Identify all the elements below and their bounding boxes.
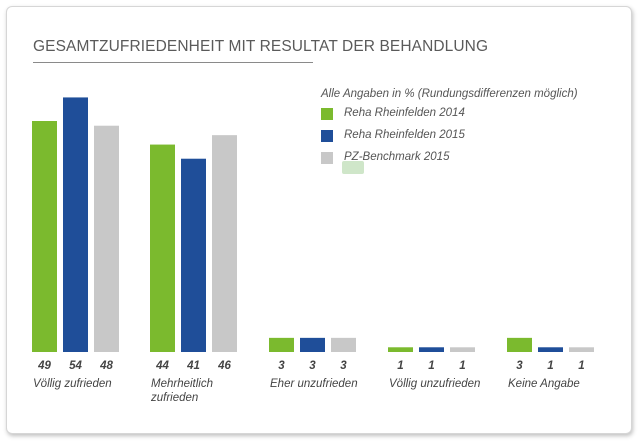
bar-chart: 49 54 48 Völlig zufrieden 44 41 46 Mehrheitlich… bbox=[32, 97, 594, 404]
legend-note: Alle Angaben in % (Rundungsdifferenzen m… bbox=[321, 88, 578, 100]
bar-v-llig-unzufrieden-reha-rheinfelden-2015 bbox=[419, 347, 444, 352]
data-label-eher-unzufrieden-reha-rheinfelden-2015: 3 bbox=[309, 360, 316, 372]
chart-title: GESAMTZUFRIEDENHEIT MIT RESULTAT DER BEH… bbox=[33, 38, 489, 55]
data-label-mehrheitlich-zufrieden-reha-rheinfelden-2015: 41 bbox=[186, 360, 200, 372]
category-label-mehrheitlich-zufrieden-line-2: zufrieden bbox=[150, 392, 198, 404]
data-label-keine-angabe-reha-rheinfelden-2014: 3 bbox=[516, 360, 523, 372]
legend-label-benchmark: PZ-Benchmark 2015 bbox=[344, 151, 450, 163]
bar-eher-unzufrieden-reha-rheinfelden-2015 bbox=[300, 337, 325, 352]
category-label-keine-angabe: Keine Angabe bbox=[508, 378, 580, 390]
data-label-v-llig-zufrieden-reha-rheinfelden-2014: 49 bbox=[37, 360, 51, 372]
chart-card: GESAMTZUFRIEDENHEIT MIT RESULTAT DER BEH… bbox=[6, 6, 632, 434]
bar-mehrheitlich-zufrieden-reha-rheinfelden-2015 bbox=[181, 158, 206, 352]
bar-v-llig-zufrieden-pz-benchmark-2015 bbox=[94, 125, 119, 352]
data-label-v-llig-unzufrieden-reha-rheinfelden-2014: 1 bbox=[397, 360, 403, 372]
data-label-v-llig-zufrieden-reha-rheinfelden-2015: 54 bbox=[69, 360, 82, 372]
legend-swatch-benchmark bbox=[321, 152, 333, 164]
data-label-v-llig-unzufrieden-pz-benchmark-2015: 1 bbox=[459, 360, 465, 372]
bar-mehrheitlich-zufrieden-pz-benchmark-2015 bbox=[212, 135, 237, 352]
bar-v-llig-zufrieden-reha-rheinfelden-2015 bbox=[63, 97, 88, 352]
bar-keine-angabe-reha-rheinfelden-2014 bbox=[507, 337, 532, 352]
data-label-keine-angabe-reha-rheinfelden-2015: 1 bbox=[547, 360, 553, 372]
legend-swatch-2014 bbox=[321, 108, 333, 120]
legend-label-2015: Reha Rheinfelden 2015 bbox=[344, 129, 465, 141]
title-underline bbox=[33, 62, 313, 63]
text-highlight-mark bbox=[342, 161, 364, 174]
data-label-keine-angabe-pz-benchmark-2015: 1 bbox=[578, 360, 584, 372]
bar-eher-unzufrieden-reha-rheinfelden-2014 bbox=[269, 337, 294, 352]
bar-v-llig-unzufrieden-pz-benchmark-2015 bbox=[450, 347, 475, 352]
bar-v-llig-zufrieden-reha-rheinfelden-2014 bbox=[32, 121, 57, 352]
bar-keine-angabe-pz-benchmark-2015 bbox=[569, 347, 594, 352]
data-label-v-llig-unzufrieden-reha-rheinfelden-2015: 1 bbox=[428, 360, 434, 372]
category-label-mehrheitlich-zufrieden-line-1: Mehrheitlich bbox=[151, 378, 213, 390]
data-label-v-llig-zufrieden-pz-benchmark-2015: 48 bbox=[99, 360, 113, 372]
category-label-v-llig-unzufrieden: Völlig unzufrieden bbox=[389, 378, 480, 390]
legend-swatch-2015 bbox=[321, 130, 333, 142]
data-label-eher-unzufrieden-pz-benchmark-2015: 3 bbox=[340, 360, 347, 372]
data-label-mehrheitlich-zufrieden-pz-benchmark-2015: 46 bbox=[217, 360, 231, 372]
category-label-v-llig-zufrieden: Völlig zufrieden bbox=[33, 378, 112, 390]
legend-label-2014: Reha Rheinfelden 2014 bbox=[344, 107, 465, 119]
bar-mehrheitlich-zufrieden-reha-rheinfelden-2014 bbox=[150, 144, 175, 352]
category-label-eher-unzufrieden: Eher unzufrieden bbox=[270, 378, 358, 390]
bar-v-llig-unzufrieden-reha-rheinfelden-2014 bbox=[388, 347, 413, 352]
data-label-eher-unzufrieden-reha-rheinfelden-2014: 3 bbox=[278, 360, 285, 372]
bar-keine-angabe-reha-rheinfelden-2015 bbox=[538, 347, 563, 352]
data-label-mehrheitlich-zufrieden-reha-rheinfelden-2014: 44 bbox=[155, 360, 169, 372]
bar-eher-unzufrieden-pz-benchmark-2015 bbox=[331, 337, 356, 352]
